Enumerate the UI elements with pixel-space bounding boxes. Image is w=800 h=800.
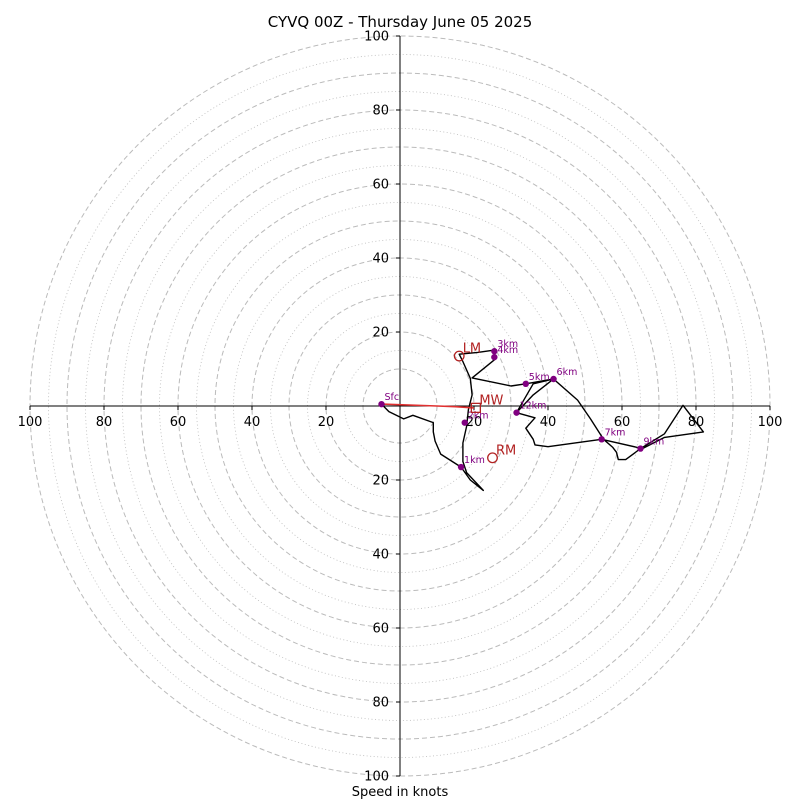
level-point: [378, 400, 385, 408]
x-tick-label: 20: [318, 415, 335, 430]
chart-title: CYVQ 00Z - Thursday June 05 2025: [268, 13, 533, 31]
y-tick-label: 80: [372, 696, 389, 711]
x-tick-label: 100: [758, 415, 783, 430]
storm-motion-label: LM: [463, 342, 481, 357]
hodograph-line: [381, 349, 705, 492]
y-tick-label: 60: [372, 622, 389, 637]
level-label: 4km: [497, 345, 518, 356]
storm-motion-label: RM: [496, 443, 516, 458]
level-label: 3km: [497, 339, 518, 350]
y-tick-label: 20: [372, 474, 389, 489]
x-tick-label: 20: [466, 415, 483, 430]
level-point: [522, 380, 529, 387]
level-label: 1km: [464, 455, 485, 466]
level-label: 12km: [520, 401, 547, 412]
y-tick-label: 100: [364, 770, 389, 785]
level-label: 6km: [557, 367, 578, 378]
level-label: Sfc: [385, 392, 400, 403]
y-tick-label: 60: [372, 178, 389, 193]
tick-labels: 100 80 60 40 20 20 40 60 80 100100806040202040608…: [18, 30, 783, 785]
x-tick-label: 60: [170, 415, 187, 430]
level-point: [461, 419, 468, 426]
level-label: 2km: [468, 411, 489, 422]
axes: [30, 36, 770, 776]
hodograph-traces: [381, 349, 705, 492]
level-point: [513, 409, 520, 416]
x-tick-label: 40: [540, 415, 557, 430]
storm-motion-marker: [453, 350, 465, 362]
x-tick-label: 80: [96, 415, 113, 430]
storm-motion-marker: [470, 402, 482, 414]
x-tick-label: 60: [614, 415, 631, 430]
level-label: 9km: [644, 437, 665, 448]
level-point: [457, 463, 465, 471]
x-tick-label: 100: [18, 415, 43, 430]
x-tick-label: 40: [244, 415, 261, 430]
level-label: 5km: [529, 372, 550, 383]
y-tick-label: 40: [372, 252, 389, 267]
x-axis-label: Speed in knots: [352, 785, 449, 800]
level-point: [550, 375, 557, 383]
level-point: [491, 348, 498, 355]
level-point: [637, 445, 644, 452]
level-point: [491, 353, 498, 361]
storm-motion-label: MW: [479, 393, 503, 408]
storm-motion-markers: LM MW RM: [453, 342, 516, 464]
y-tick-label: 40: [372, 548, 389, 563]
level-label: 7km: [605, 427, 626, 438]
surface-wind-segment: [381, 403, 475, 409]
storm-motion-marker: [487, 452, 498, 464]
y-tick-label: 20: [372, 326, 389, 341]
y-tick-label: 100: [364, 30, 389, 45]
y-tick-label: 80: [372, 104, 389, 119]
level-point: [598, 436, 605, 443]
